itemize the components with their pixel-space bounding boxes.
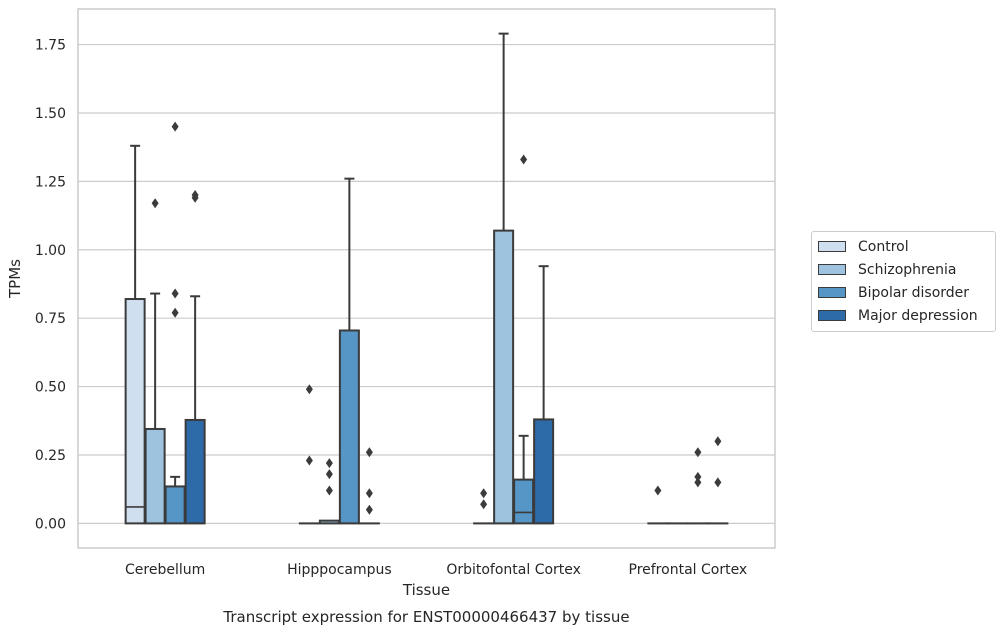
box-major-depression: [533, 265, 555, 525]
box-body: [513, 478, 535, 525]
outlier-point: [191, 190, 199, 201]
chart-title: Transcript expression for ENST0000046643…: [222, 608, 629, 626]
y-tick-label: 0.50: [35, 380, 66, 396]
box-body: [144, 427, 166, 525]
outlier-point: [325, 469, 333, 480]
box-schizophrenia: [318, 458, 340, 525]
box-major-depression: [707, 436, 729, 525]
outlier-point: [305, 384, 313, 395]
outlier-point: [171, 121, 179, 132]
x-tick-label: Cerebellum: [125, 562, 205, 578]
category-group: [298, 177, 380, 525]
legend-swatch: [818, 264, 846, 275]
outlier-point: [171, 288, 179, 299]
box-control: [298, 384, 320, 525]
legend-swatch: [818, 287, 846, 298]
outlier-point: [694, 477, 702, 488]
outlier-point: [365, 488, 373, 499]
box-body: [164, 485, 186, 525]
legend-item: Control: [812, 235, 995, 258]
outlier-point: [694, 471, 702, 482]
plot-frame: [77, 8, 776, 549]
box-bipolar-disorder: [164, 121, 186, 525]
y-tick-label: 1.50: [35, 106, 66, 122]
box-body: [493, 229, 515, 525]
legend-label: Control: [858, 238, 909, 255]
legend-item: Schizophrenia: [812, 258, 995, 281]
x-axis-label: Tissue: [402, 581, 450, 599]
category-group: [124, 121, 206, 525]
box-bipolar-disorder: [513, 154, 535, 525]
box-body: [124, 298, 146, 525]
outlier-point: [694, 447, 702, 458]
box-bipolar-disorder: [687, 447, 709, 525]
outlier-point: [171, 307, 179, 318]
outlier-point: [365, 504, 373, 515]
box-control: [647, 485, 669, 525]
outlier-point: [325, 458, 333, 469]
outlier-point: [365, 447, 373, 458]
y-tick-label: 0.00: [35, 516, 66, 532]
box-major-depression: [184, 190, 206, 525]
legend-swatch: [818, 310, 846, 321]
box-control: [473, 488, 495, 525]
x-tick-label: Hipppocampus: [287, 562, 392, 578]
x-tick-label: Prefrontal Cortex: [629, 562, 748, 578]
y-tick-label: 1.75: [35, 38, 66, 54]
legend-item: Bipolar disorder: [812, 281, 995, 304]
outlier-point: [325, 485, 333, 496]
category-group: [647, 436, 729, 525]
outlier-point: [654, 485, 662, 496]
box-schizophrenia: [493, 32, 515, 525]
y-tick-label: 0.75: [35, 311, 66, 327]
y-tick-label: 1.25: [35, 174, 66, 190]
box-control: [124, 144, 146, 525]
y-tick-label: 1.00: [35, 243, 66, 259]
outlier-point: [480, 488, 488, 499]
x-tick-label: Orbitofontal Cortex: [446, 562, 581, 578]
outlier-point: [305, 455, 313, 466]
category-group: [473, 32, 555, 525]
box-major-depression: [358, 447, 380, 525]
legend-item: Major depression: [812, 304, 995, 327]
legend: Control Schizophrenia Bipolar disorder Majo…: [811, 231, 996, 332]
box-bipolar-disorder: [338, 177, 360, 525]
outlier-point: [714, 477, 722, 488]
box-body: [338, 329, 360, 525]
y-axis-label: TPMs: [6, 259, 24, 299]
outlier-point: [480, 499, 488, 510]
box-schizophrenia: [144, 198, 166, 525]
box-body: [184, 418, 206, 525]
box-body: [533, 418, 555, 525]
legend-label: Major depression: [858, 307, 978, 324]
y-tick-label: 0.25: [35, 448, 66, 464]
legend-label: Bipolar disorder: [858, 284, 970, 301]
outlier-point: [520, 154, 528, 165]
legend-label: Schizophrenia: [858, 261, 957, 278]
outlier-point: [151, 198, 159, 209]
outlier-point: [714, 436, 722, 447]
legend-swatch: [818, 241, 846, 252]
